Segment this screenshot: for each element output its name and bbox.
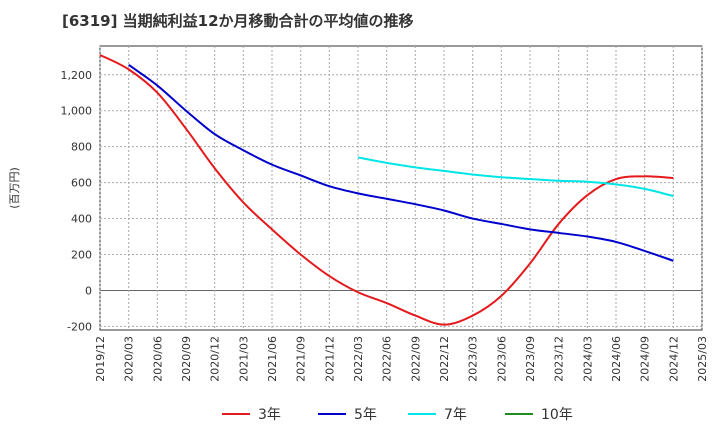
x-tick-label: 2021/03 (237, 336, 250, 382)
x-tick-label: 2021/12 (323, 336, 336, 382)
x-tick-label: 2023/06 (495, 336, 508, 382)
x-tick-label: 2020/06 (151, 336, 164, 382)
y-tick-label: 1,000 (61, 105, 93, 118)
x-tick-label: 2020/09 (180, 336, 193, 382)
y-axis-ticks: -200 0 200 400 600 800 1,000 1,200 (61, 69, 93, 334)
x-tick-label: 2024/12 (667, 336, 680, 382)
series-line-2 (128, 64, 674, 262)
x-tick-label: 2024/06 (610, 336, 623, 382)
x-tick-label: 2023/03 (467, 336, 480, 382)
x-tick-label: 2020/12 (209, 336, 222, 382)
x-tick-label: 2021/09 (295, 336, 308, 382)
series-lines (99, 54, 674, 326)
x-tick-label: 2019/12 (94, 336, 107, 382)
y-tick-label: 200 (71, 249, 92, 262)
x-axis-ticks: 2019/12 2020/03 2020/06 2020/09 2020/12 2021/… (94, 336, 709, 382)
x-tick-label: 2022/03 (352, 336, 365, 382)
y-tick-label: 1,200 (61, 69, 93, 82)
x-tick-label: 2022/09 (409, 336, 422, 382)
x-tick-label: 2022/06 (381, 336, 394, 382)
x-tick-label: 2025/03 (696, 336, 709, 382)
y-tick-label: 400 (71, 213, 92, 226)
x-tick-label: 2023/09 (524, 336, 537, 382)
y-tick-label: 800 (71, 141, 92, 154)
series-line-1 (99, 54, 674, 326)
legend-label: 10年 (541, 407, 573, 423)
legend-label: 5年 (354, 407, 377, 423)
y-tick-label: -200 (67, 320, 92, 333)
legend: 3年 5年 7年 10年 (222, 407, 573, 423)
y-axis-label: (百万円) (8, 167, 21, 209)
legend-label: 7年 (444, 407, 467, 423)
x-tick-label: 2024/09 (639, 336, 652, 382)
x-tick-label: 2024/03 (581, 336, 594, 382)
legend-label: 3年 (258, 407, 281, 423)
x-tick-label: 2023/12 (553, 336, 566, 382)
chart-title: [6319] 当期純利益12か月移動合計の平均値の推移 (62, 12, 414, 30)
series-line-3 (357, 156, 674, 198)
y-tick-label: 0 (85, 284, 92, 297)
x-tick-label: 2022/12 (438, 336, 451, 382)
x-tick-label: 2021/06 (266, 336, 279, 382)
plot-frame (99, 45, 703, 331)
y-tick-label: 600 (71, 177, 92, 190)
grid (99, 46, 703, 330)
x-tick-label: 2020/03 (123, 336, 136, 382)
